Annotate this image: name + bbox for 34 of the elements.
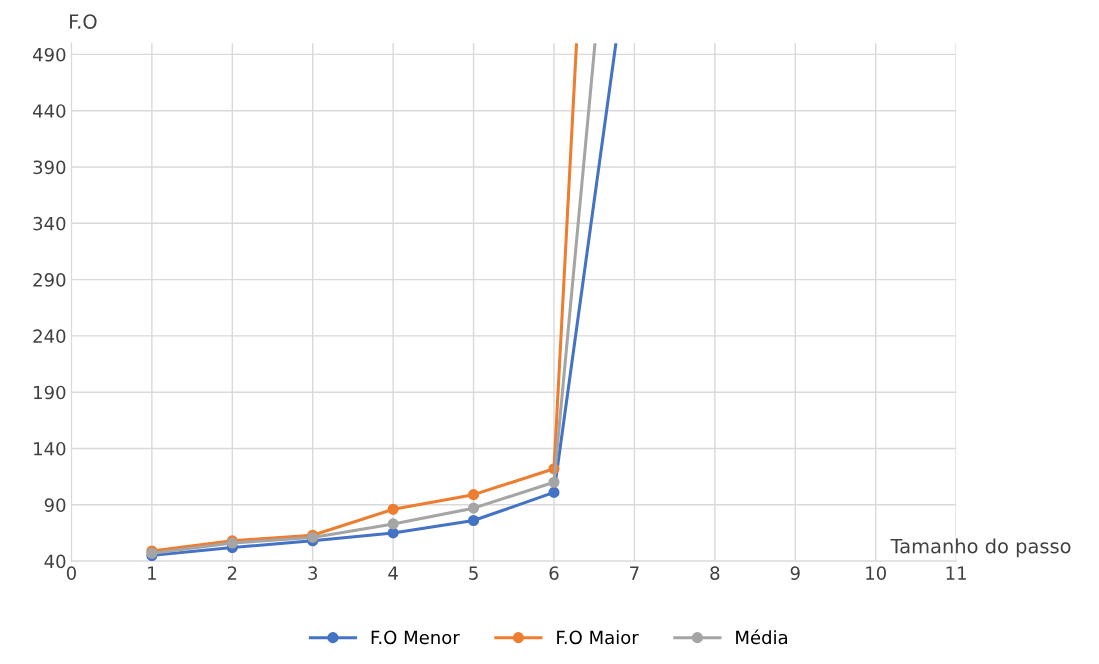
x-tick-label: 6	[549, 566, 559, 580]
point	[468, 514, 480, 527]
point	[468, 489, 480, 501]
legend-label: F.O Menor	[371, 630, 460, 645]
y-tick-label: 290	[33, 273, 66, 287]
x-tick-label: 7	[630, 566, 639, 580]
y-tick-label: 390	[33, 160, 66, 175]
y-tick-label: 490	[32, 47, 66, 62]
x-tick-label: 0	[66, 566, 76, 580]
y-tick-label: 190	[34, 385, 66, 400]
x-axis-title: Tamanho do passo	[890, 538, 1071, 558]
x-tick-label: 10	[866, 566, 886, 580]
point	[387, 503, 399, 515]
point	[387, 518, 399, 530]
x-tick-label: 5	[469, 566, 478, 580]
x-tick-label: 8	[710, 566, 720, 580]
point	[548, 476, 560, 488]
x-tick-label: 11	[946, 566, 966, 580]
legend-label: F.O Maior	[557, 630, 639, 645]
legend-label: Média	[736, 629, 787, 645]
x-tick-label: 1	[148, 566, 156, 580]
y-tick-label: 40	[44, 554, 66, 569]
y-tick-label: 90	[44, 498, 66, 512]
y-tick-label: 140	[34, 441, 66, 456]
y-tick-label: 340	[33, 216, 66, 231]
x-tick-label: 3	[308, 566, 318, 580]
y-tick-label: 440	[32, 104, 66, 118]
x-tick-label: 4	[388, 566, 398, 580]
y-tick-label: 240	[33, 329, 66, 344]
y-axis-title: F.O	[70, 14, 97, 29]
x-tick-label: 2	[227, 566, 237, 580]
x-tick-label: 9	[790, 566, 800, 580]
point	[548, 486, 560, 498]
point	[468, 502, 480, 514]
